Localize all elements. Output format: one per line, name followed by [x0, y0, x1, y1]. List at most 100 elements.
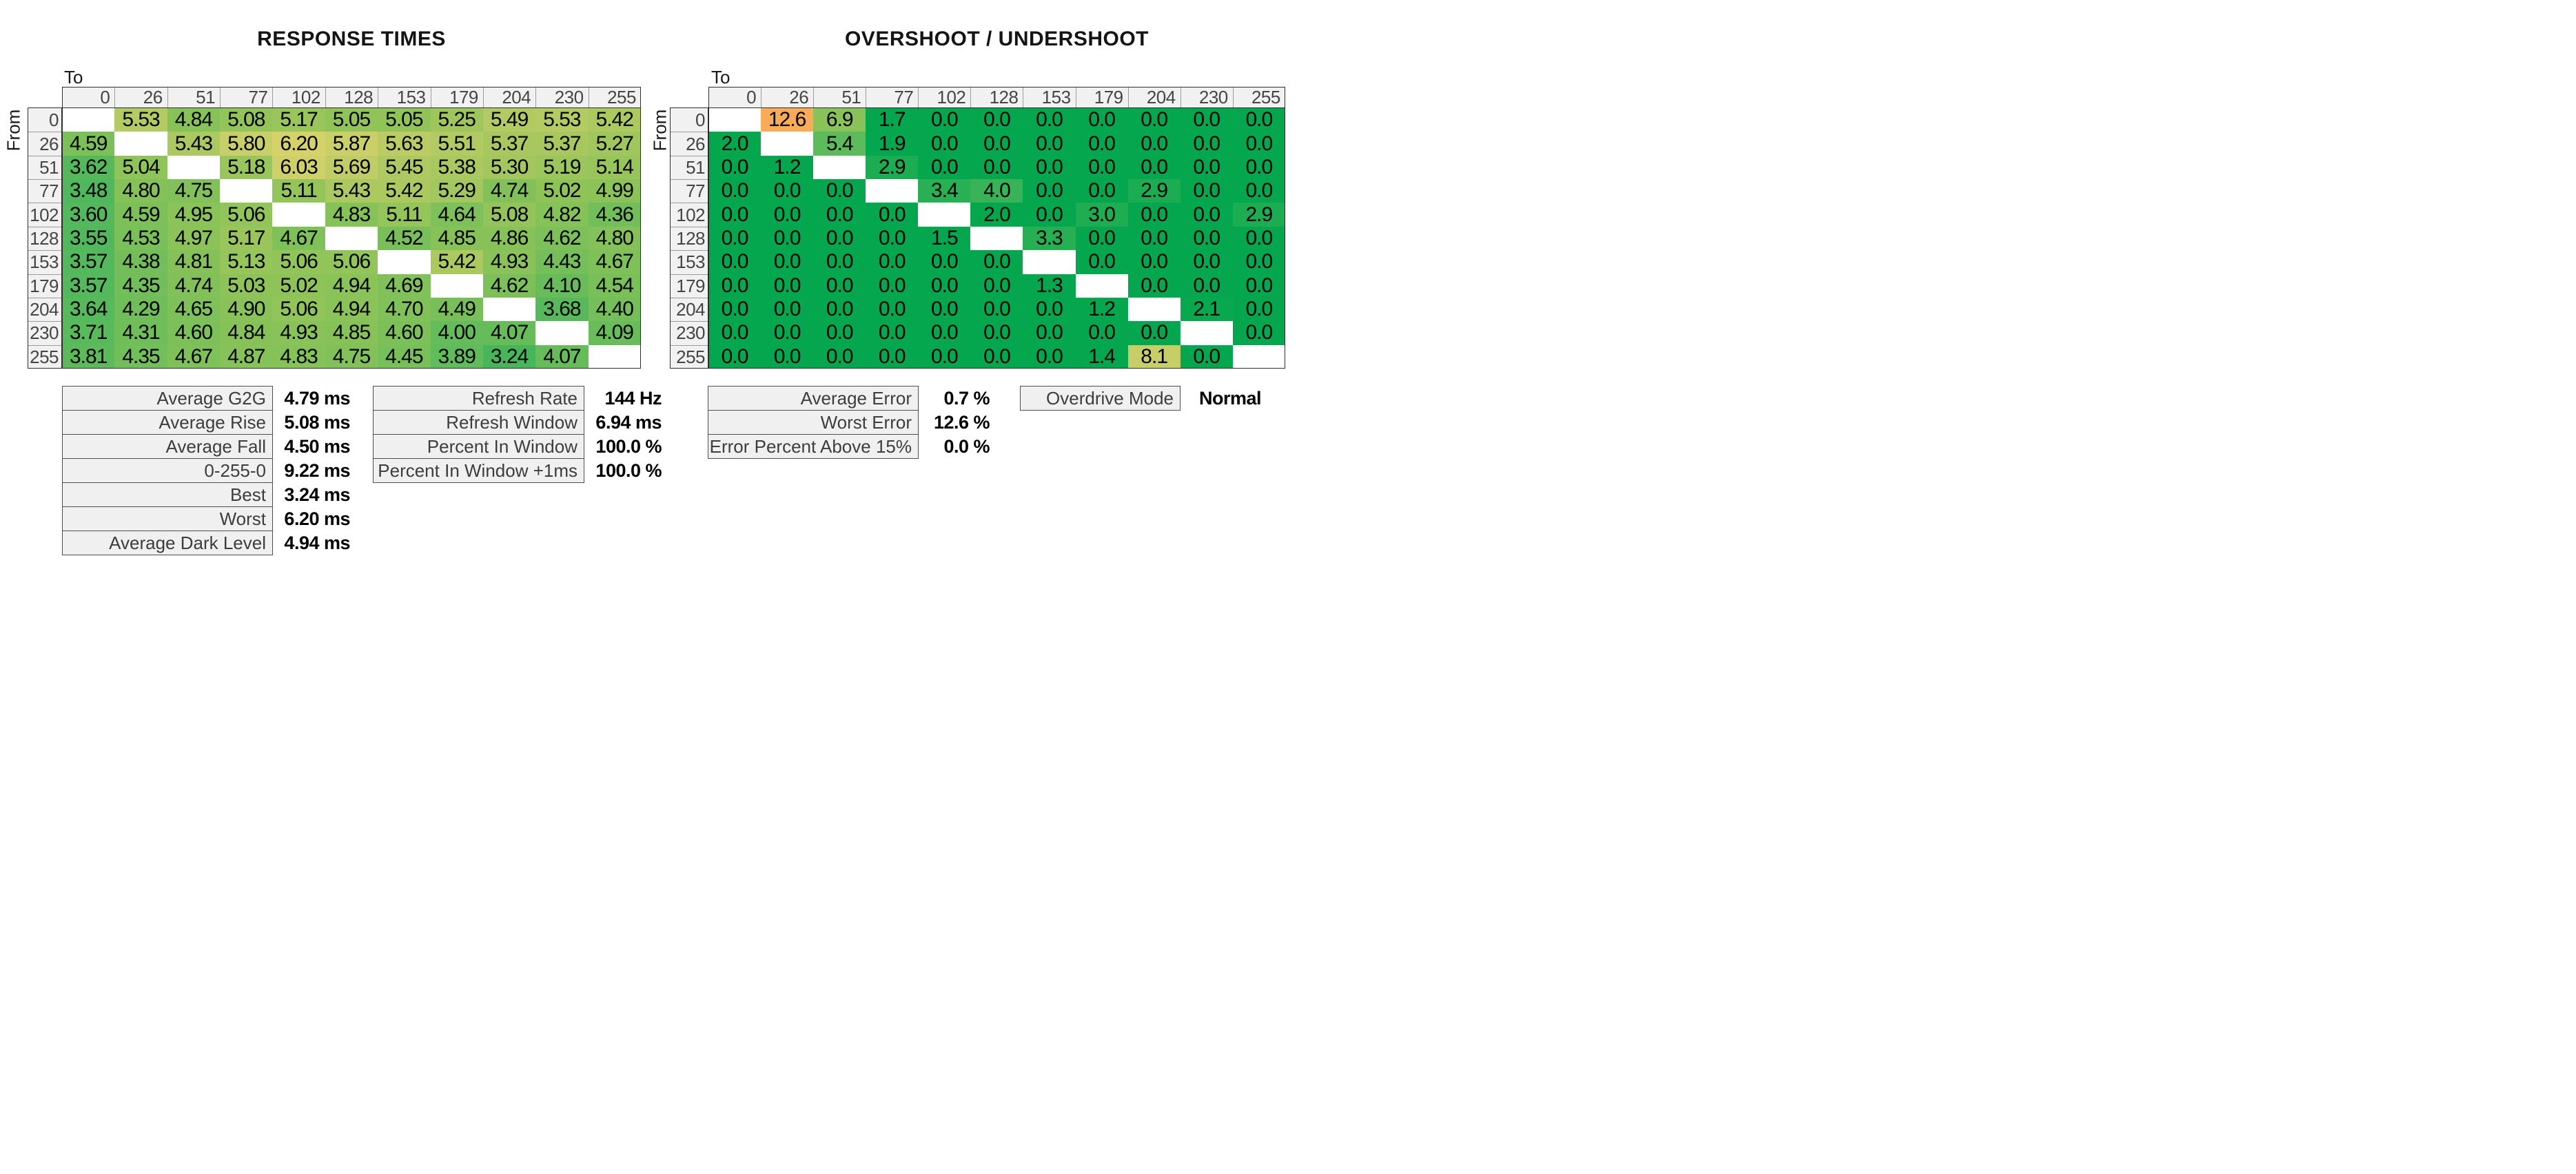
heatmap-cell: 4.00 — [430, 321, 483, 345]
col-header-128: 128 — [970, 87, 1023, 108]
heatmap-cell: 5.4 — [813, 132, 866, 156]
heatmap-cell: 4.85 — [325, 321, 378, 345]
heatmap-cell: 4.69 — [378, 274, 431, 298]
heatmap-cell: 5.49 — [482, 108, 536, 132]
summary-label: Percent In Window +1ms — [373, 458, 584, 483]
heatmap-cell: 0.0 — [1180, 250, 1233, 274]
heatmap-cell: 5.42 — [588, 108, 641, 132]
col-header-26: 26 — [761, 87, 814, 108]
heatmap-cell: 3.71 — [62, 321, 115, 345]
heatmap-cell: 4.67 — [272, 226, 325, 251]
heatmap-cell: 0.0 — [918, 250, 971, 274]
heatmap-cell: 0.0 — [866, 226, 919, 251]
heatmap-cell: 4.35 — [114, 274, 167, 298]
heatmap-cell: 0.0 — [866, 250, 919, 274]
heatmap-cell: 0.0 — [1180, 132, 1233, 156]
heatmap-cell: 0.0 — [918, 344, 971, 369]
heatmap-cell: 2.1 — [1180, 297, 1233, 322]
heatmap-cell: 4.65 — [167, 297, 221, 322]
row-header-204: 204 — [28, 297, 62, 322]
heatmap-cell: 5.27 — [588, 132, 641, 156]
heatmap-cell: 0.0 — [918, 321, 971, 345]
summary-row: Average Rise 5.08 ms — [62, 410, 351, 435]
summary-row: Percent In Window 100.0 % — [373, 434, 662, 459]
heatmap-cell: 5.17 — [220, 226, 273, 251]
summary-label: Average G2G — [62, 386, 273, 411]
heatmap-cell: 3.81 — [62, 344, 115, 369]
heatmap-cell: 5.13 — [220, 250, 273, 274]
heatmap-cell: 0.0 — [1180, 344, 1233, 369]
heatmap-cell: 4.62 — [535, 226, 589, 251]
heatmap-cell: 0.0 — [970, 297, 1023, 322]
heatmap-cell: 0.0 — [1023, 203, 1076, 227]
col-header-0: 0 — [62, 87, 115, 108]
heatmap-cell: 0.0 — [761, 226, 814, 251]
heatmap-cell — [918, 203, 971, 227]
heatmap-cell: 4.93 — [272, 321, 325, 345]
col-header-51: 51 — [813, 87, 866, 108]
heatmap-cell: 4.59 — [62, 132, 115, 156]
summary-label: Average Error — [708, 386, 919, 411]
row-header-230: 230 — [28, 321, 62, 345]
heatmap-cell — [866, 179, 919, 203]
col-header-153: 153 — [1023, 87, 1076, 108]
heatmap-cell: 0.0 — [1180, 274, 1233, 298]
col-header-77: 77 — [866, 87, 919, 108]
heatmap-cell: 5.30 — [482, 155, 536, 180]
heatmap-cell: 5.29 — [430, 179, 483, 203]
row-header-128: 128 — [28, 226, 62, 251]
heatmap-cell — [430, 274, 483, 298]
heatmap-cell: 4.81 — [167, 250, 221, 274]
heatmap-cell: 5.06 — [220, 203, 273, 227]
heatmap-cell: 4.40 — [588, 297, 641, 322]
overdrive-summary-table: Overdrive Mode Normal — [1020, 386, 1262, 411]
heatmap-cell: 4.87 — [220, 344, 273, 369]
heatmap-cell: 2.0 — [708, 132, 761, 156]
heatmap-cell: 0.0 — [1127, 155, 1180, 180]
heatmap-cell: 4.59 — [114, 203, 167, 227]
heatmap-cell: 5.19 — [535, 155, 589, 180]
heatmap-cell: 4.35 — [114, 344, 167, 369]
row-header-77: 77 — [28, 179, 62, 203]
heatmap-cell: 5.14 — [588, 155, 641, 180]
heatmap-cell: 3.0 — [1075, 203, 1128, 227]
heatmap-cell: 0.0 — [708, 274, 761, 298]
heatmap-cell: 0.0 — [866, 321, 919, 345]
row-header-102: 102 — [28, 203, 62, 227]
heatmap-cell: 4.07 — [535, 344, 589, 369]
summary-row: Average Fall 4.50 ms — [62, 434, 351, 459]
summary-value: 100.0 % — [595, 460, 662, 481]
heatmap-cell: 5.11 — [378, 203, 431, 227]
col-header-0: 0 — [708, 87, 761, 108]
heatmap-cell: 5.02 — [535, 179, 589, 203]
summary-value: 4.50 ms — [284, 435, 350, 457]
summary-row: Average Error 0.7 % — [708, 386, 990, 411]
row-header-0: 0 — [28, 108, 62, 132]
col-header-204: 204 — [1127, 87, 1180, 108]
heatmap-cell: 0.0 — [761, 179, 814, 203]
heatmap-cell — [62, 108, 115, 132]
heatmap-cell: 0.0 — [1075, 250, 1128, 274]
refresh-summary-table: Refresh Rate 144 Hz Refresh Window 6.94 ms P… — [373, 386, 662, 483]
summary-row: Best 3.24 ms — [62, 482, 351, 507]
heatmap-cell: 3.48 — [62, 179, 115, 203]
results-page: RESPONSE TIMES To From 0 26 51 77 102 128 153 1… — [0, 0, 1288, 587]
summary-label: Error Percent Above 15% — [708, 434, 919, 459]
col-header-179: 179 — [1075, 87, 1128, 108]
heatmap-cell: 1.5 — [918, 226, 971, 251]
heatmap-cell: 2.9 — [866, 155, 919, 180]
heatmap-cell: 5.43 — [325, 179, 378, 203]
heatmap-cell: 4.09 — [588, 321, 641, 345]
summary-row: Percent In Window +1ms 100.0 % — [373, 458, 662, 483]
heatmap-cell: 0.0 — [1075, 321, 1128, 345]
heatmap-cell: 2.9 — [1232, 203, 1285, 227]
heatmap-cell: 3.3 — [1023, 226, 1076, 251]
heatmap-cell: 0.0 — [761, 321, 814, 345]
heatmap-cell: 0.0 — [866, 203, 919, 227]
heatmap-cell: 4.43 — [535, 250, 589, 274]
heatmap-cell: 0.0 — [1232, 274, 1285, 298]
heatmap-cell: 3.57 — [62, 274, 115, 298]
heatmap-cell: 0.0 — [708, 203, 761, 227]
row-header-51: 51 — [670, 155, 708, 180]
heatmap-cell: 4.94 — [325, 274, 378, 298]
